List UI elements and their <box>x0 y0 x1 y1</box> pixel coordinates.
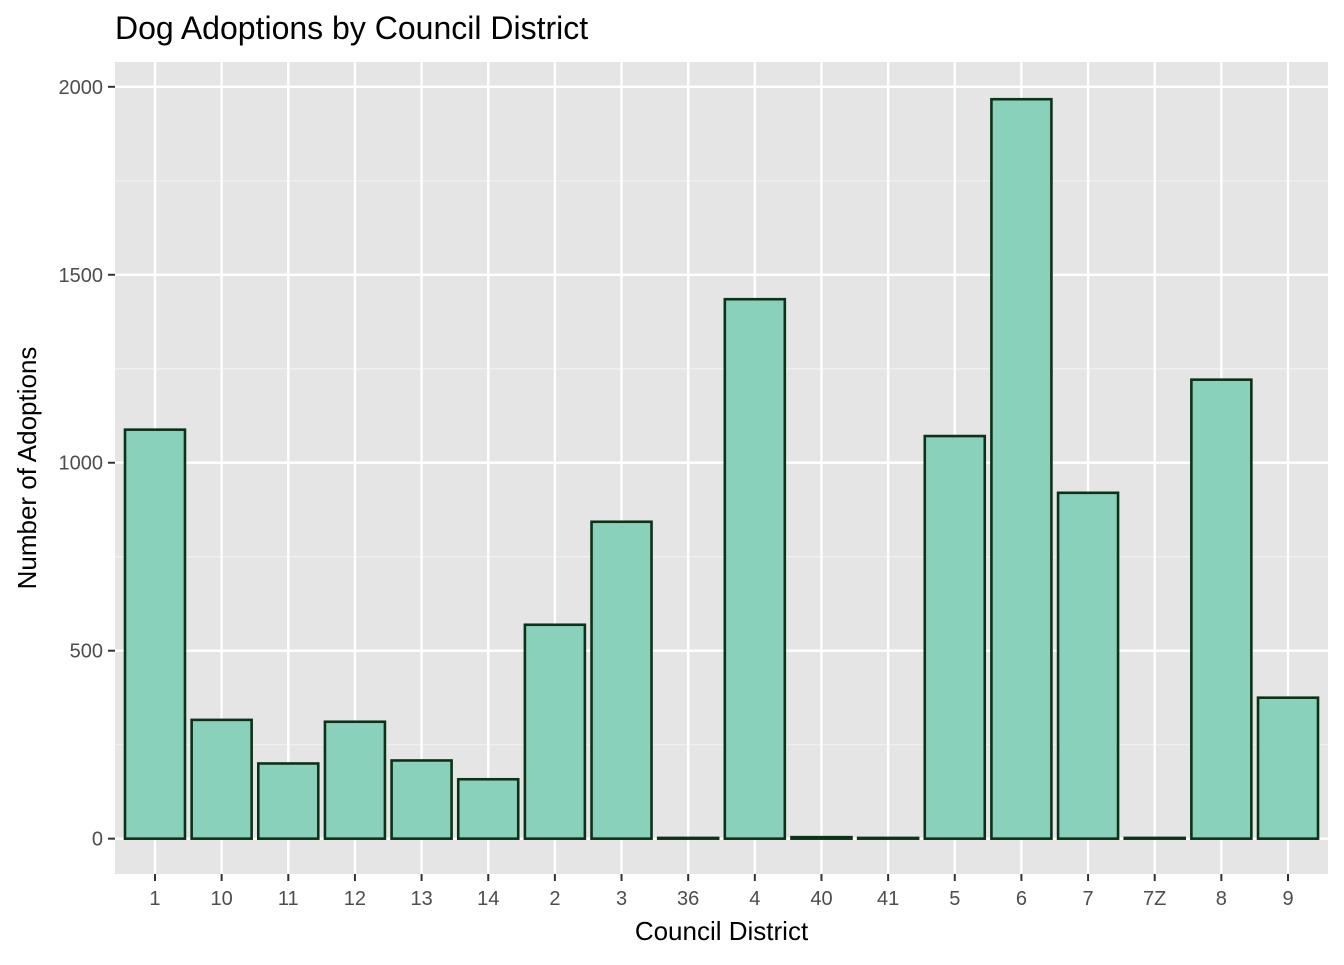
x-tick-label: 3 <box>616 888 627 910</box>
x-tick-label: 10 <box>211 888 233 910</box>
bar-11 <box>256 762 320 840</box>
x-axis: 1 10 11 12 13 14 2 3 36 4 40 41 5 6 7 7Z 8 9 <box>149 874 1294 910</box>
x-tick-label: 41 <box>877 888 899 910</box>
bar-40 <box>790 835 853 840</box>
x-tick-label: 36 <box>677 888 699 910</box>
x-tick-label: 7 <box>1083 888 1094 910</box>
bar-9 <box>1256 696 1320 840</box>
bar-12 <box>323 720 387 840</box>
x-tick-label: 8 <box>1216 888 1227 910</box>
x-axis-title: Council District <box>635 916 809 946</box>
x-tick-label: 14 <box>477 888 499 910</box>
bar-1 <box>123 428 187 840</box>
x-tick-label: 11 <box>278 888 299 910</box>
y-axis: 0 500 1000 1500 2000 <box>59 77 115 851</box>
x-tick-label: 1 <box>149 888 160 910</box>
bar-5 <box>923 434 987 840</box>
x-tick-label: 13 <box>410 888 432 910</box>
x-tick-label: 2 <box>549 888 560 910</box>
x-tick-label: 7Z <box>1143 888 1166 910</box>
y-tick-label: 0 <box>92 829 103 851</box>
x-tick-label: 6 <box>1016 888 1027 910</box>
bar-36 <box>656 836 720 840</box>
bar-4 <box>723 297 787 840</box>
y-axis-title: Number of Adoptions <box>12 347 42 590</box>
y-tick-label: 1000 <box>59 453 104 475</box>
bar-7Z <box>1123 836 1187 840</box>
bar-13 <box>390 759 453 840</box>
bar-10 <box>190 718 253 840</box>
x-tick-label: 5 <box>949 888 960 910</box>
chart-title: Dog Adoptions by Council District <box>115 10 588 46</box>
bar-7 <box>1056 491 1120 840</box>
bar-8 <box>1190 378 1253 840</box>
y-tick-label: 2000 <box>59 77 104 99</box>
y-tick-label: 500 <box>70 641 103 663</box>
plot-panel <box>115 62 1328 874</box>
x-tick-label: 40 <box>810 888 832 910</box>
x-tick-label: 12 <box>344 888 366 910</box>
bar-6 <box>990 97 1053 840</box>
bar-2 <box>523 623 587 840</box>
x-tick-label: 9 <box>1282 888 1293 910</box>
minor-gridlines <box>115 180 1328 746</box>
bar-3 <box>590 520 653 840</box>
bar-41 <box>856 836 920 840</box>
y-tick-label: 1500 <box>59 265 104 287</box>
x-tick-label: 4 <box>749 888 760 910</box>
bar-14 <box>456 777 520 840</box>
bars <box>123 97 1320 840</box>
